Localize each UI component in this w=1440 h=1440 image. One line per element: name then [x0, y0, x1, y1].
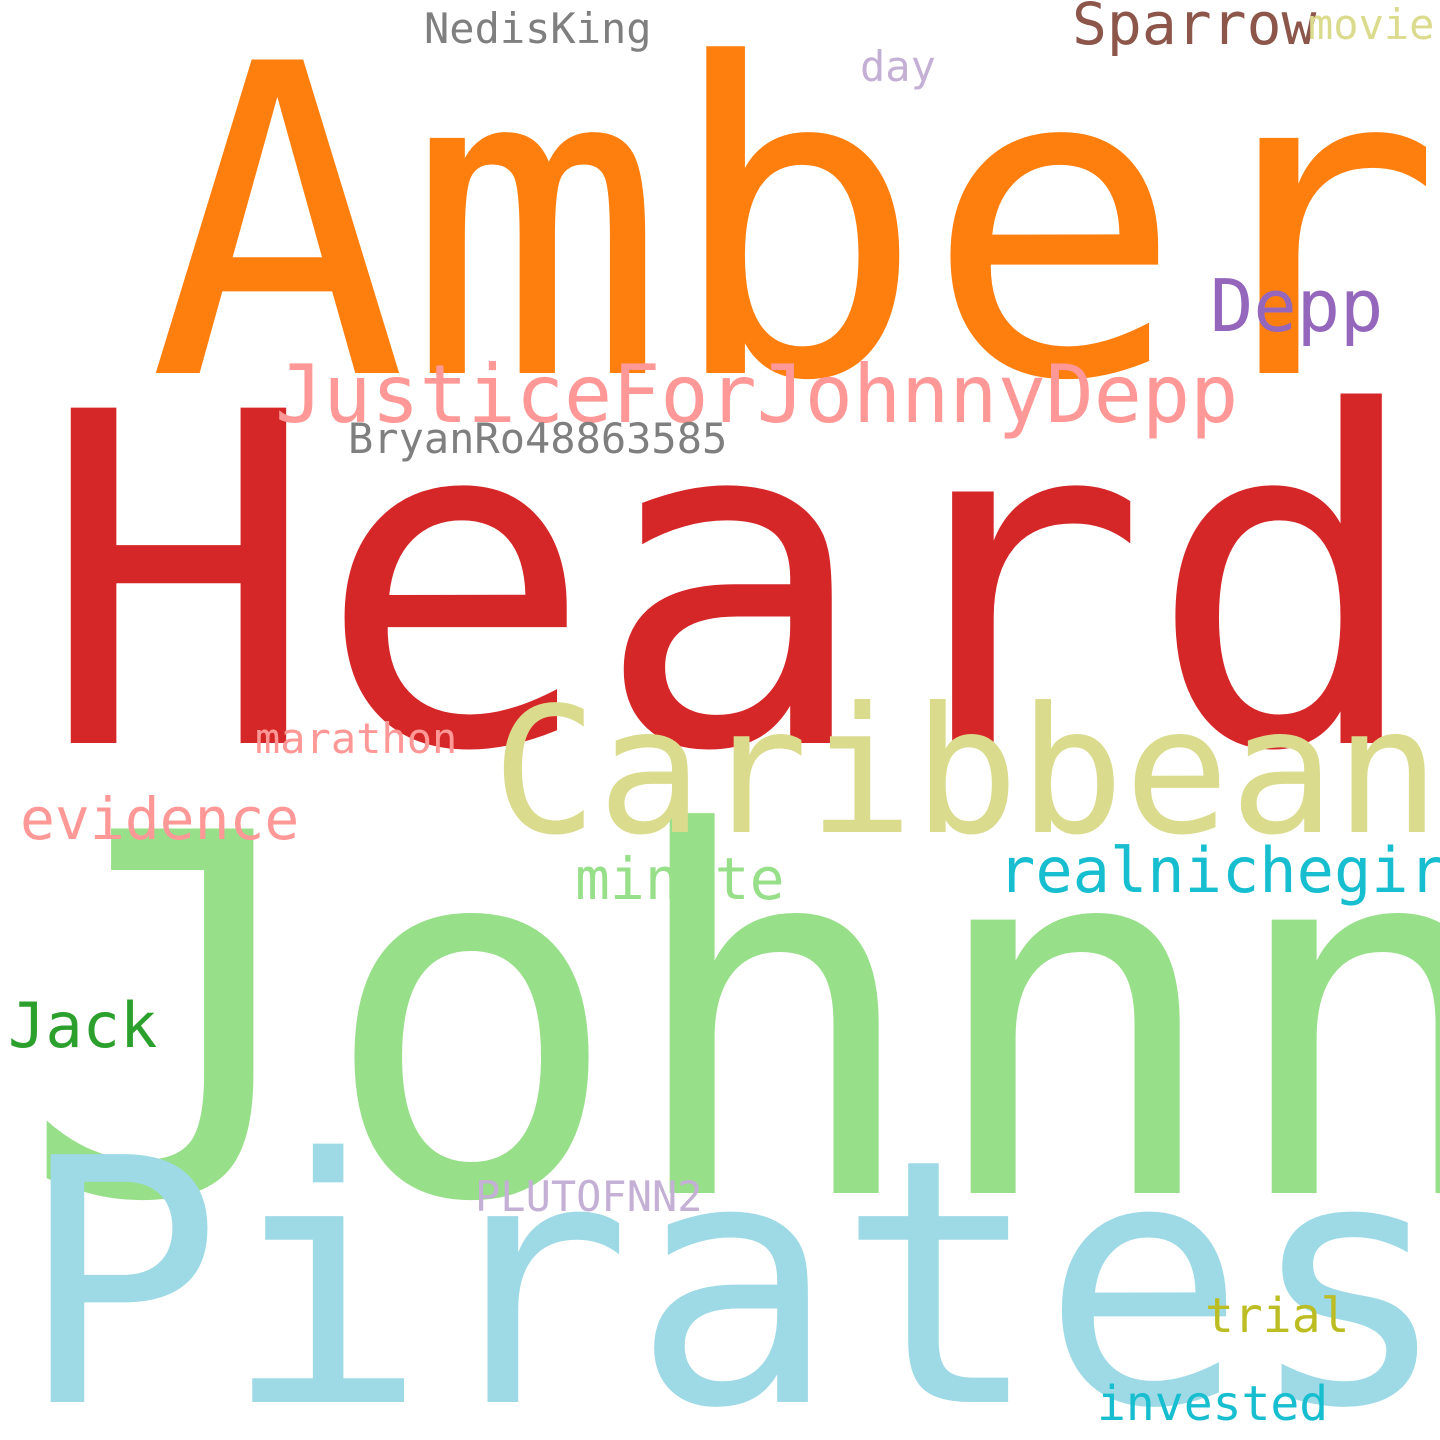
word-caribbean: Caribbean [492, 671, 1440, 874]
word-evidence: evidence [20, 785, 300, 853]
word-day: day [860, 42, 936, 91]
word-depp: Depp [1210, 264, 1384, 348]
word-marathon: marathon [255, 714, 458, 763]
word-nedisking: NedisKing [424, 4, 652, 53]
word-jack: Jack [8, 989, 158, 1062]
word-johnny: Johnny [20, 729, 1440, 1311]
word-justicefor: JusticeForJohnnyDepp [275, 348, 1239, 441]
word-trial: trial [1205, 1288, 1350, 1344]
word-movie: movie [1308, 0, 1435, 49]
word-invested: invested [1097, 1376, 1329, 1432]
word-pirates: Pirates [18, 1087, 1440, 1440]
word-sparrow: Sparrow [1072, 0, 1317, 58]
word-minute: minute [575, 845, 785, 913]
word-heard: Heard [40, 317, 1425, 852]
word-realnichegirl: realnichegirl [998, 834, 1440, 907]
word-amber: Amber [148, 0, 1440, 475]
word-bryanro: BryanRo48863585 [348, 414, 728, 463]
word-plutofnn2: PLUTOFNN2 [475, 1172, 703, 1221]
